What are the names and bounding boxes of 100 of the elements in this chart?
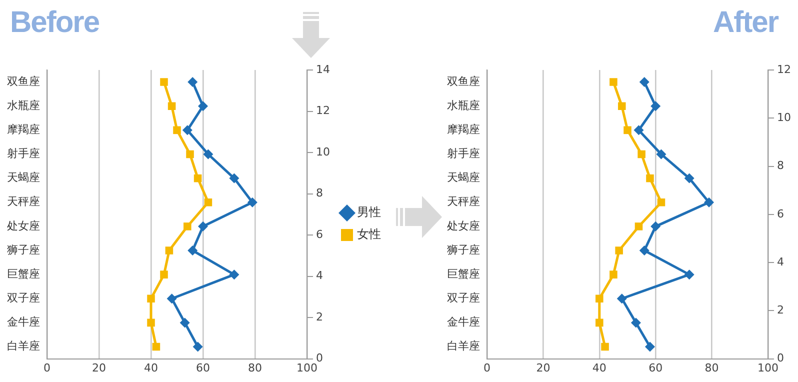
y-tick-label: 天蝎座 [7, 171, 40, 184]
y-tick-label: 金牛座 [447, 316, 480, 329]
y-tick-label: 天蝎座 [447, 171, 480, 184]
point [180, 318, 190, 328]
point [182, 125, 192, 136]
y-tick-label: 双子座 [7, 291, 40, 304]
point [147, 318, 155, 327]
y2-tick-label: 2 [777, 304, 784, 317]
y2-tick-label: 10 [316, 145, 330, 158]
y2-tick-label: 2 [316, 310, 324, 324]
point [203, 149, 214, 160]
point [229, 270, 240, 280]
y-tick-label: 狮子座 [447, 243, 480, 256]
y-tick-label: 金牛座 [7, 316, 40, 329]
x-tick-label: 80 [704, 361, 719, 374]
x-tick-label: 0 [484, 361, 490, 374]
point [624, 126, 632, 134]
point [616, 294, 627, 304]
x-tick-label: 100 [296, 361, 318, 374]
x-tick-label: 60 [196, 361, 210, 374]
point [638, 150, 646, 158]
y2-tick-label: 8 [316, 186, 324, 200]
legend-label: 男性 [357, 205, 381, 220]
x-tick-label: 0 [44, 361, 50, 374]
y2-tick-label: 10 [777, 110, 792, 124]
y2-tick-label: 0 [777, 352, 784, 365]
point [704, 197, 714, 208]
point [147, 294, 155, 303]
point [601, 342, 609, 351]
point [204, 198, 212, 206]
y-tick-label: 巨蟹座 [7, 267, 40, 280]
y2-tick-label: 12 [777, 62, 792, 76]
y2-tick-label: 12 [316, 104, 330, 118]
y2-tick-label: 6 [777, 207, 784, 220]
point [160, 78, 168, 86]
point [165, 246, 174, 254]
y2-tick-label: 14 [316, 62, 330, 76]
y-tick-label: 射手座 [447, 147, 480, 160]
x-tick-label: 20 [92, 361, 106, 374]
point [634, 222, 643, 230]
y2-tick-label: 4 [316, 269, 324, 282]
point [615, 246, 623, 254]
chart-title: After [712, 6, 778, 40]
x-tick-label: 60 [648, 361, 663, 374]
point [198, 221, 208, 232]
y2-tick-label: 0 [316, 352, 324, 365]
y-tick-label: 巨蟹座 [447, 267, 480, 280]
point [634, 125, 644, 136]
point [596, 294, 604, 303]
y-tick-label: 水瓶座 [7, 98, 40, 112]
point [618, 102, 626, 110]
point [198, 101, 208, 112]
point [168, 102, 176, 110]
point [657, 198, 666, 206]
point [194, 174, 202, 182]
point [656, 149, 666, 160]
chart-title: Before [10, 6, 100, 40]
point [596, 318, 604, 327]
y-tick-label: 射手座 [7, 147, 40, 160]
y-tick-label: 双子座 [447, 291, 480, 304]
legend-label: 女性 [357, 227, 381, 242]
y-tick-label: 摩羯座 [447, 123, 480, 136]
y-tick-label: 狮子座 [7, 243, 40, 256]
point [639, 77, 650, 88]
y-tick-label: 水瓶座 [447, 98, 480, 112]
y-tick-label: 摩羯座 [7, 123, 40, 136]
y-tick-label: 白羊座 [7, 340, 40, 353]
y-tick-label: 天秤座 [447, 195, 480, 208]
y2-tick-label: 4 [777, 255, 784, 268]
x-tick-label: 40 [144, 361, 158, 374]
point [152, 342, 160, 351]
y-tick-label: 双鱼座 [447, 74, 480, 88]
x-tick-label: 100 [758, 361, 779, 374]
point [173, 126, 181, 134]
point [610, 270, 618, 278]
point [160, 270, 168, 278]
point [639, 246, 650, 256]
point [247, 197, 258, 208]
point [650, 221, 661, 232]
y-tick-label: 处女座 [7, 219, 40, 232]
y-tick-label: 天秤座 [7, 195, 40, 208]
x-tick-label: 80 [248, 361, 262, 374]
point [684, 270, 694, 280]
y-tick-label: 白羊座 [447, 340, 480, 353]
y-tick-label: 处女座 [447, 219, 480, 232]
point [610, 78, 618, 86]
y-tick-label: 双鱼座 [7, 74, 40, 88]
point [229, 173, 240, 184]
point [646, 174, 654, 182]
point [186, 150, 194, 158]
x-tick-label: 40 [592, 361, 606, 374]
y2-tick-label: 8 [777, 159, 784, 172]
point [184, 222, 192, 230]
point [192, 342, 203, 352]
point [188, 246, 198, 256]
point [650, 101, 661, 112]
x-tick-label: 20 [536, 361, 550, 374]
point [166, 294, 177, 304]
point [630, 318, 641, 328]
point [188, 77, 198, 88]
